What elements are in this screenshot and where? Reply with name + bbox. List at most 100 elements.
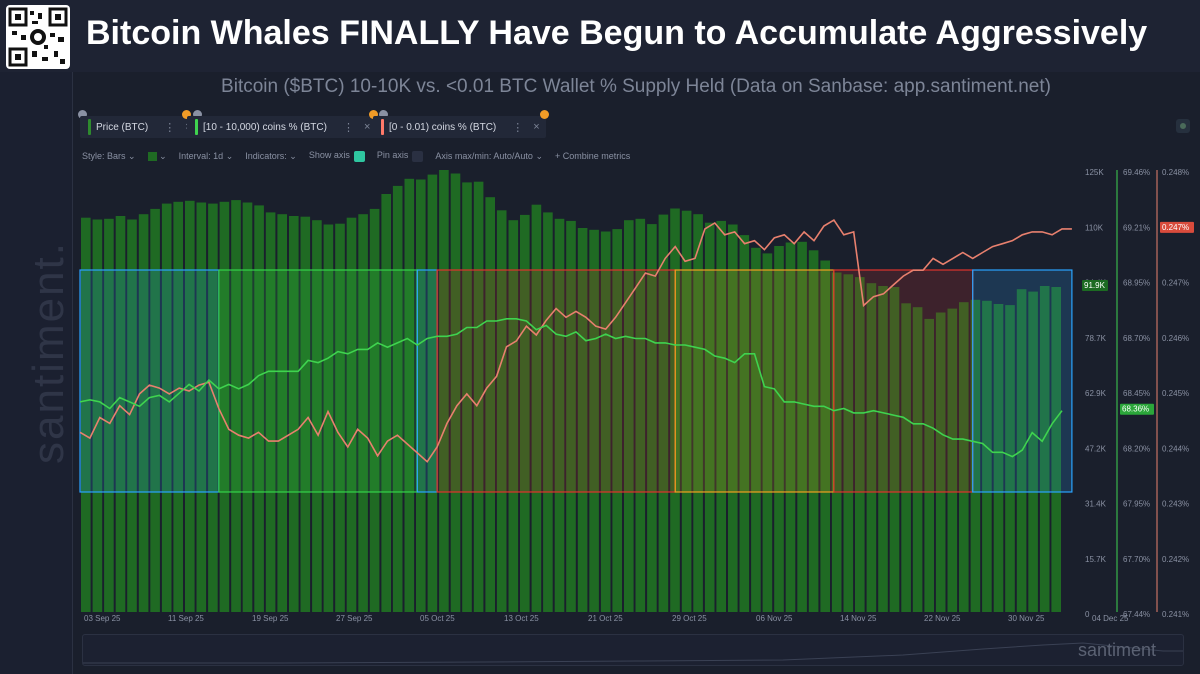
retail-axis-tick: 0.247%	[1162, 279, 1189, 288]
color-picker[interactable]: ⌄	[147, 151, 167, 162]
price-bar	[335, 223, 345, 612]
price-bar	[92, 219, 103, 612]
retail-axis-tick: 0.241%	[1162, 610, 1189, 619]
bitcoin-badge-icon	[540, 110, 549, 119]
x-axis-tick: 22 Nov 25	[924, 614, 961, 623]
price-bar	[831, 272, 842, 612]
price-bar	[855, 277, 865, 612]
price-bar	[450, 173, 461, 612]
whale-axis-tick: 69.46%	[1123, 168, 1150, 177]
retail-axis-tick: 0.242%	[1162, 555, 1189, 564]
whale-line	[79, 317, 1063, 458]
chevron-down-icon: ⌄	[128, 150, 136, 161]
bitcoin-badge-icon	[182, 110, 191, 119]
price-bar	[265, 212, 276, 612]
checkbox-unchecked-icon	[412, 150, 424, 162]
santiment-watermark-bottom: santiment	[1078, 640, 1157, 660]
price-bar	[496, 210, 507, 613]
price-bar	[358, 214, 368, 612]
price-bar	[935, 312, 946, 612]
price-bar	[520, 214, 530, 612]
header: Bitcoin Whales FINALLY Have Begun to Acc…	[0, 0, 1200, 72]
price-bar	[808, 250, 819, 613]
retail-axis-tick: 0.244%	[1162, 444, 1189, 453]
retail-axis-tick: 0.245%	[1162, 389, 1189, 398]
price-bar	[323, 224, 334, 612]
style-select[interactable]: Style: Bars ⌄	[82, 150, 136, 161]
x-axis-tick: 19 Sep 25	[252, 614, 289, 623]
price-bar	[208, 203, 218, 612]
lock-icon	[193, 110, 202, 119]
price-bar	[427, 174, 438, 612]
more-icon[interactable]: ⋮	[164, 121, 176, 134]
series-lines	[79, 219, 1072, 463]
price-bar	[866, 283, 877, 612]
price-bar	[901, 303, 911, 612]
price-bar	[947, 308, 958, 612]
price-bar	[392, 185, 403, 612]
price-bar	[404, 178, 415, 613]
price-bar	[993, 304, 1004, 612]
price-bar	[416, 179, 426, 612]
price-bar	[1039, 286, 1050, 612]
more-icon[interactable]: ⋮	[512, 121, 524, 134]
close-icon[interactable]: ×	[363, 121, 371, 133]
price-bar	[554, 218, 565, 613]
price-bar	[104, 218, 114, 613]
legend-whales[interactable]: [10 - 10,000) coins % (BTC) ⋮ ×	[187, 116, 377, 138]
price-bar	[185, 200, 195, 613]
price-bar	[624, 220, 634, 612]
interval-select[interactable]: Interval: 1d ⌄	[178, 150, 234, 161]
zone-red	[833, 269, 974, 493]
combine-metrics-button[interactable]: + Combine metrics	[554, 151, 631, 161]
price-current-tag: 91.9K	[1084, 281, 1106, 290]
price-bar	[658, 214, 669, 612]
bitcoin-badge-icon	[369, 110, 378, 119]
whale-axis-tick: 68.70%	[1123, 334, 1150, 343]
color-swatch	[147, 151, 157, 161]
x-axis-tick: 04 Dec 25	[1092, 614, 1129, 623]
price-bar	[762, 253, 773, 612]
price-axis-tick: 62.9K	[1085, 389, 1107, 398]
price-bar	[577, 228, 588, 612]
whale-axis-tick: 69.21%	[1123, 223, 1150, 232]
zone-green	[218, 269, 418, 493]
price-bar	[739, 235, 750, 612]
whale-current-tag-bg	[1120, 403, 1154, 415]
x-axis-tick: 06 Nov 25	[756, 614, 793, 623]
price-bar	[531, 204, 542, 612]
pin-axis-toggle[interactable]: Pin axis	[377, 150, 424, 162]
price-bar	[878, 286, 888, 612]
price-bar	[970, 299, 981, 612]
price-bar	[150, 208, 160, 612]
legend-retail-label: [0 - 0.01) coins % (BTC)	[389, 121, 497, 133]
retail-axis-tick: 0.246%	[1162, 334, 1189, 343]
whale-current-tag: 68.36%	[1122, 405, 1149, 414]
axes: 125K110K94.4K78.7K62.9K47.2K31.4K15.7K06…	[84, 168, 1194, 623]
x-axis-tick: 21 Oct 25	[588, 614, 623, 623]
axis-maxmin-select[interactable]: Axis max/min: Auto/Auto ⌄	[435, 150, 543, 161]
close-icon[interactable]: ×	[533, 121, 540, 133]
x-axis-tick: 05 Oct 25	[420, 614, 455, 623]
chart-toolbar: Style: Bars ⌄ ⌄ Interval: 1d ⌄ Indicator…	[82, 149, 630, 163]
price-bar	[693, 214, 703, 612]
price-bar	[543, 212, 553, 612]
whale-axis-tick: 67.95%	[1123, 500, 1150, 509]
price-current-tag-bg	[1082, 280, 1108, 292]
more-icon[interactable]: ⋮	[342, 121, 354, 134]
zone-orange	[674, 269, 835, 493]
range-navigator[interactable]	[82, 634, 1184, 666]
price-bar	[820, 260, 830, 612]
indicators-select[interactable]: Indicators: ⌄	[245, 150, 297, 161]
retail-current-tag: 0.247%	[1162, 223, 1189, 232]
settings-icon[interactable]	[1176, 119, 1190, 133]
price-bar	[785, 242, 796, 612]
price-bar	[889, 287, 900, 612]
show-axis-toggle[interactable]: Show axis	[309, 150, 365, 162]
legend-retail-swatch	[381, 119, 384, 135]
chevron-down-icon: ⌄	[289, 150, 297, 161]
legend-retail[interactable]: [0 - 0.01) coins % (BTC) ⋮ ×	[373, 116, 546, 138]
price-bar	[797, 241, 807, 613]
price-bar	[369, 208, 380, 612]
price-bar	[1051, 287, 1061, 612]
